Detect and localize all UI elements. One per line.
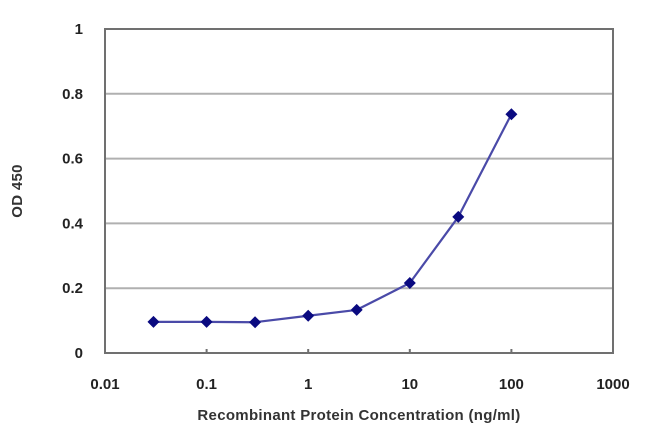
series-line <box>153 113 513 324</box>
x-tick-label: 10 <box>401 376 418 393</box>
diamond-marker <box>200 315 213 328</box>
y-axis-title: OD 450 <box>9 164 26 218</box>
data-series <box>147 108 518 329</box>
y-tick-label: 0.8 <box>62 86 83 103</box>
diamond-marker <box>249 316 262 329</box>
diamond-marker <box>505 108 518 121</box>
diamond-marker <box>302 309 315 322</box>
y-axis-tick-labels: 0 0.2 0.4 0.6 0.8 1 <box>62 21 84 362</box>
x-tick-label: 100 <box>499 376 524 393</box>
y-tick-label: 0.6 <box>62 151 83 168</box>
y-tick-label: 0 <box>75 345 83 362</box>
gridlines <box>105 92 613 290</box>
x-tick-label: 1000 <box>596 376 629 393</box>
y-tick-label: 0.2 <box>62 280 83 297</box>
diamond-marker <box>452 210 465 223</box>
diamond-marker <box>350 303 363 316</box>
x-axis-ticks <box>205 349 513 353</box>
y-tick-label: 0.4 <box>62 215 84 232</box>
x-axis-tick-labels: 0.01 0.1 1 10 100 1000 <box>90 376 629 393</box>
y-tick-label: 1 <box>75 21 83 38</box>
x-tick-label: 0.1 <box>196 376 217 393</box>
diamond-marker <box>403 277 416 290</box>
plot-frame <box>104 28 614 354</box>
diamond-marker <box>147 315 160 328</box>
x-axis-title: Recombinant Protein Concentration (ng/ml… <box>197 407 520 424</box>
x-tick-label: 0.01 <box>90 376 119 393</box>
x-tick-label: 1 <box>304 376 312 393</box>
